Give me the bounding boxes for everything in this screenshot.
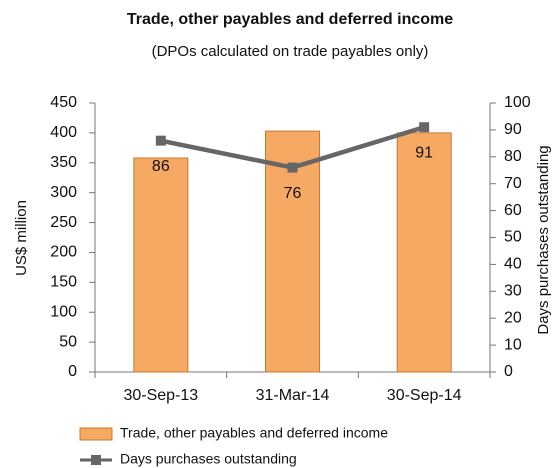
line-marker — [419, 122, 430, 133]
y2-tick-label: 70 — [504, 175, 522, 192]
chart-title: Trade, other payables and deferred incom… — [127, 11, 453, 28]
y2-tick-label: 50 — [504, 229, 522, 246]
bar — [133, 157, 189, 373]
data-label: 76 — [284, 185, 302, 202]
x-tick-label: 30-Sep-14 — [387, 387, 462, 404]
x-tick-label: 30-Sep-13 — [123, 387, 198, 404]
bar — [396, 132, 452, 373]
legend-marker — [91, 455, 101, 465]
y-tick-label: 200 — [50, 244, 77, 261]
data-label: 86 — [152, 158, 170, 175]
y-tick-label: 0 — [68, 363, 77, 380]
line-marker — [155, 135, 166, 146]
y-tick-label: 300 — [50, 184, 77, 201]
data-label: 91 — [415, 144, 433, 161]
legend-swatch — [79, 427, 113, 441]
y-tick-label: 50 — [59, 333, 77, 350]
x-tick-label: 31-Mar-14 — [256, 387, 330, 404]
y2-tick-label: 30 — [504, 283, 522, 300]
y2-tick-label: 10 — [504, 336, 522, 353]
y-tick-label: 450 — [50, 94, 77, 111]
y-tick-label: 400 — [50, 124, 77, 141]
legend-label: Trade, other payables and deferred incom… — [120, 425, 388, 441]
y-axis-label: US$ million — [13, 200, 30, 276]
y2-axis-label: Days purchases outstanding — [535, 145, 552, 334]
legend-label: Days purchases outstanding — [120, 451, 297, 467]
y-tick-label: 150 — [50, 274, 77, 291]
y2-tick-label: 0 — [504, 363, 513, 380]
y2-tick-label: 100 — [504, 94, 531, 111]
y-tick-label: 100 — [50, 303, 77, 320]
y2-tick-label: 20 — [504, 309, 522, 326]
y-tick-label: 250 — [50, 214, 77, 231]
y2-tick-label: 60 — [504, 202, 522, 219]
y2-tick-label: 80 — [504, 148, 522, 165]
line-marker — [287, 162, 298, 173]
y2-tick-label: 40 — [504, 256, 522, 273]
y2-tick-label: 90 — [504, 121, 522, 138]
y-tick-label: 350 — [50, 154, 77, 171]
chart-subtitle: (DPOs calculated on trade payables only) — [152, 43, 429, 60]
